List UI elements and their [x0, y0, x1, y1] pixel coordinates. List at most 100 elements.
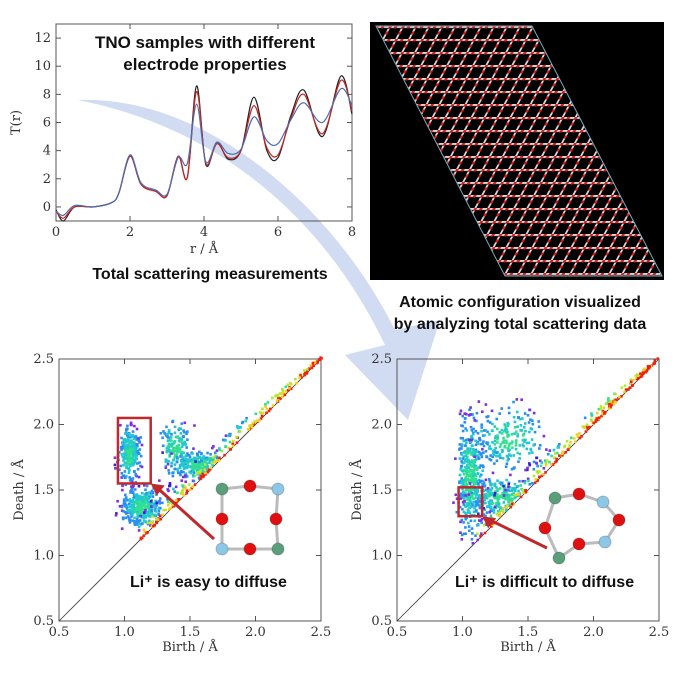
density-pixel: [122, 463, 125, 467]
density-pixel-diagonal: [557, 446, 560, 449]
density-pixel: [176, 435, 179, 438]
density-pixel-diagonal: [509, 489, 512, 493]
density-pixel: [493, 439, 497, 443]
density-pixel: [176, 448, 179, 452]
density-pixel: [164, 464, 168, 468]
density-pixel: [137, 475, 141, 479]
density-pixel-diagonal: [161, 501, 164, 505]
density-pixel: [509, 454, 513, 457]
density-pixel: [481, 434, 485, 437]
density-pixel-diagonal: [585, 425, 589, 428]
density-pixel: [136, 523, 139, 526]
y-tick-label: 4: [43, 144, 51, 159]
density-pixel: [475, 411, 479, 415]
density-pixel: [455, 510, 459, 514]
density-pixel-diagonal: [498, 512, 501, 515]
density-pixel: [173, 463, 177, 466]
density-pixel-diagonal: [229, 432, 232, 436]
density-pixel-diagonal: [174, 485, 178, 489]
density-pixel: [164, 458, 168, 461]
density-pixel-diagonal: [526, 466, 529, 470]
density-pixel-diagonal: [544, 464, 548, 467]
density-pixel-diagonal: [188, 488, 192, 492]
density-pixel: [157, 507, 160, 511]
density-pixel-diagonal: [231, 442, 235, 446]
density-pixel: [143, 484, 146, 487]
density-pixel-diagonal: [190, 486, 194, 490]
density-pixel: [215, 449, 219, 452]
density-pixel-diagonal: [488, 510, 492, 514]
density-pixel: [191, 461, 195, 465]
density-pixel: [488, 480, 492, 483]
density-pixel: [467, 498, 471, 502]
density-pixel: [465, 429, 469, 432]
density-pixel-diagonal: [154, 510, 158, 513]
density-pixel: [452, 501, 455, 504]
density-pixel: [471, 532, 474, 535]
density-pixel: [470, 435, 473, 439]
density-pixel: [495, 502, 498, 505]
density-pixel: [133, 424, 136, 428]
density-pixel-diagonal: [211, 446, 214, 450]
density-pixel: [516, 494, 520, 498]
density-pixel-diagonal: [245, 416, 248, 420]
density-pixel: [187, 458, 190, 462]
density-pixel: [136, 499, 140, 502]
x-tick-label: 2.5: [311, 625, 332, 640]
density-pixel: [478, 437, 481, 441]
density-pixel-diagonal: [623, 390, 626, 394]
density-pixel: [128, 508, 131, 512]
density-pixel-diagonal: [533, 481, 537, 485]
density-pixel-diagonal: [247, 428, 251, 431]
density-pixel: [526, 477, 530, 481]
density-pixel: [122, 457, 126, 461]
density-pixel: [145, 484, 149, 488]
density-pixel-diagonal: [478, 519, 481, 522]
density-pixel: [121, 516, 125, 519]
density-pixel: [182, 467, 186, 470]
density-pixel: [477, 478, 481, 482]
density-pixel: [169, 436, 173, 440]
density-pixel: [462, 472, 466, 476]
density-pixel: [155, 504, 158, 507]
density-pixel: [151, 495, 155, 498]
density-pixel-diagonal: [258, 418, 261, 422]
density-pixel: [527, 421, 531, 424]
density-pixel-diagonal: [224, 434, 228, 438]
density-pixel-diagonal: [490, 525, 493, 528]
density-pixel: [128, 469, 131, 472]
density-pixel-diagonal: [548, 449, 552, 452]
density-pixel: [465, 412, 468, 416]
density-pixel-diagonal: [181, 492, 185, 496]
density-pixel-diagonal: [545, 459, 549, 462]
x-tick-label: 2: [126, 225, 134, 240]
density-pixel: [146, 503, 150, 507]
density-pixel-diagonal: [649, 364, 653, 368]
density-pixel: [134, 474, 138, 477]
density-pixel: [192, 471, 196, 475]
density-pixel: [184, 480, 188, 484]
density-pixel: [497, 497, 501, 500]
density-pixel-diagonal: [493, 493, 496, 497]
density-pixel: [145, 493, 149, 497]
density-pixel-diagonal: [568, 444, 571, 447]
density-pixel: [182, 475, 185, 479]
density-pixel-diagonal: [235, 424, 239, 428]
density-pixel: [459, 436, 463, 440]
density-pixel: [131, 491, 135, 494]
density-pixel: [164, 466, 168, 470]
density-pixel: [472, 432, 475, 436]
density-pixel: [184, 459, 188, 462]
density-pixel: [171, 419, 175, 423]
density-pixel: [131, 512, 134, 516]
density-pixel: [205, 465, 209, 468]
density-pixel: [126, 424, 129, 428]
density-pixel-diagonal: [600, 414, 603, 418]
density-pixel-diagonal: [490, 522, 494, 525]
atom: [572, 487, 586, 501]
density-pixel: [179, 432, 183, 435]
density-pixel-diagonal: [189, 471, 193, 475]
density-pixel: [178, 437, 182, 441]
density-pixel-diagonal: [171, 503, 175, 507]
density-pixel-diagonal: [576, 435, 580, 439]
